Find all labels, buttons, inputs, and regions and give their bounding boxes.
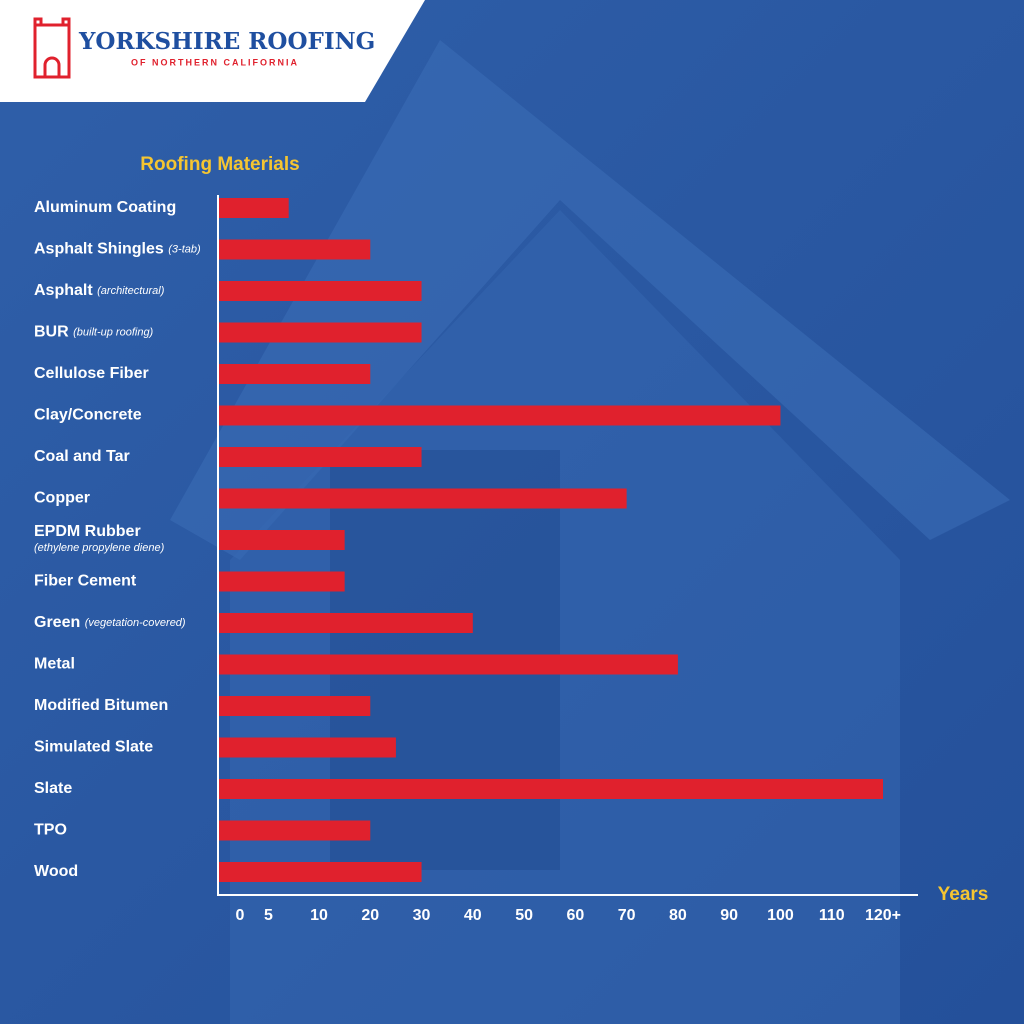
bar xyxy=(219,322,422,343)
category-name: Copper xyxy=(34,490,90,507)
category-note: (architectural) xyxy=(97,285,165,297)
x-tick-label: 110 xyxy=(819,907,845,924)
category-label: Fiber Cement xyxy=(34,573,137,590)
category-name: Wood xyxy=(34,863,78,880)
bar xyxy=(219,364,371,384)
x-axis-label: Years xyxy=(938,884,989,905)
category-label: Asphalt Shingles (3-tab) xyxy=(34,241,201,258)
category-label: Cellulose Fiber xyxy=(34,365,149,382)
x-tick-label: 20 xyxy=(361,907,379,924)
category-name: TPO xyxy=(34,822,67,839)
bar xyxy=(219,862,422,882)
category-name: Coal and Tar xyxy=(34,448,130,465)
bar xyxy=(219,779,883,799)
bar xyxy=(219,737,396,758)
category-note: (ethylene propylene diene) xyxy=(34,542,165,554)
bar xyxy=(219,820,371,841)
category-name: Modified Bitumen xyxy=(34,697,168,714)
category-label: Wood xyxy=(34,863,78,880)
bar xyxy=(219,447,422,467)
category-label: Copper xyxy=(34,490,90,507)
category-note: (built-up roofing) xyxy=(73,326,153,338)
category-name: Metal xyxy=(34,656,75,673)
category-label: Metal xyxy=(34,656,75,673)
category-label: Clay/Concrete xyxy=(34,407,142,424)
x-tick-label: 60 xyxy=(566,907,584,924)
roof-shape xyxy=(170,40,1010,560)
category-name: Aluminum Coating xyxy=(34,199,176,216)
chart-title: Roofing Materials xyxy=(140,154,299,175)
category-name: Green xyxy=(34,614,80,631)
x-tick-label: 80 xyxy=(669,907,687,924)
brand: YORKSHIRE ROOFING xyxy=(78,28,375,55)
bar xyxy=(219,571,345,592)
x-tick-label: 70 xyxy=(618,907,636,924)
x-tick-label: 50 xyxy=(515,907,533,924)
bar xyxy=(219,281,422,301)
category-label: Aluminum Coating xyxy=(34,199,176,216)
x-tick-label: 120+ xyxy=(865,907,901,924)
x-tick-label: 100 xyxy=(767,907,794,924)
bar xyxy=(219,654,678,675)
category-name: BUR xyxy=(34,324,69,341)
category-label: Green (vegetation-covered) xyxy=(34,614,186,631)
category-label: Modified Bitumen xyxy=(34,697,168,714)
bar xyxy=(219,239,371,260)
category-name: Simulated Slate xyxy=(34,739,153,756)
logo-banner xyxy=(0,0,425,102)
bar xyxy=(219,198,289,218)
category-name: Asphalt Shingles xyxy=(34,241,164,258)
category-label: TPO xyxy=(34,822,67,839)
category-name: Slate xyxy=(34,780,72,797)
category-name: Clay/Concrete xyxy=(34,407,142,424)
category-name: Asphalt xyxy=(34,282,93,299)
bar xyxy=(219,530,345,550)
category-label: Coal and Tar xyxy=(34,448,130,465)
category-name: Cellulose Fiber xyxy=(34,365,149,382)
x-tick-label: 5 xyxy=(264,907,273,924)
category-name: EPDM Rubber xyxy=(34,523,141,540)
x-tick-label: 30 xyxy=(413,907,431,924)
category-label: Simulated Slate xyxy=(34,739,153,756)
category-label: Asphalt (architectural) xyxy=(34,282,165,299)
category-label: BUR (built-up roofing) xyxy=(34,324,154,341)
bar xyxy=(219,405,781,426)
category-note: (3-tab) xyxy=(168,243,201,255)
category-name: Fiber Cement xyxy=(34,573,137,590)
x-tick-label: 10 xyxy=(310,907,328,924)
x-tick-label: 90 xyxy=(720,907,738,924)
bar xyxy=(219,613,473,633)
category-label: Slate xyxy=(34,780,72,797)
bar xyxy=(219,696,371,716)
bar xyxy=(219,488,627,509)
tagline: OF NORTHERN CALIFORNIA xyxy=(131,57,299,67)
category-note: (vegetation-covered) xyxy=(85,617,186,629)
logo-icon xyxy=(33,17,71,79)
x-tick-label: 0 xyxy=(236,907,245,924)
x-tick-label: 40 xyxy=(464,907,482,924)
category-label: EPDM Rubber xyxy=(34,523,141,540)
